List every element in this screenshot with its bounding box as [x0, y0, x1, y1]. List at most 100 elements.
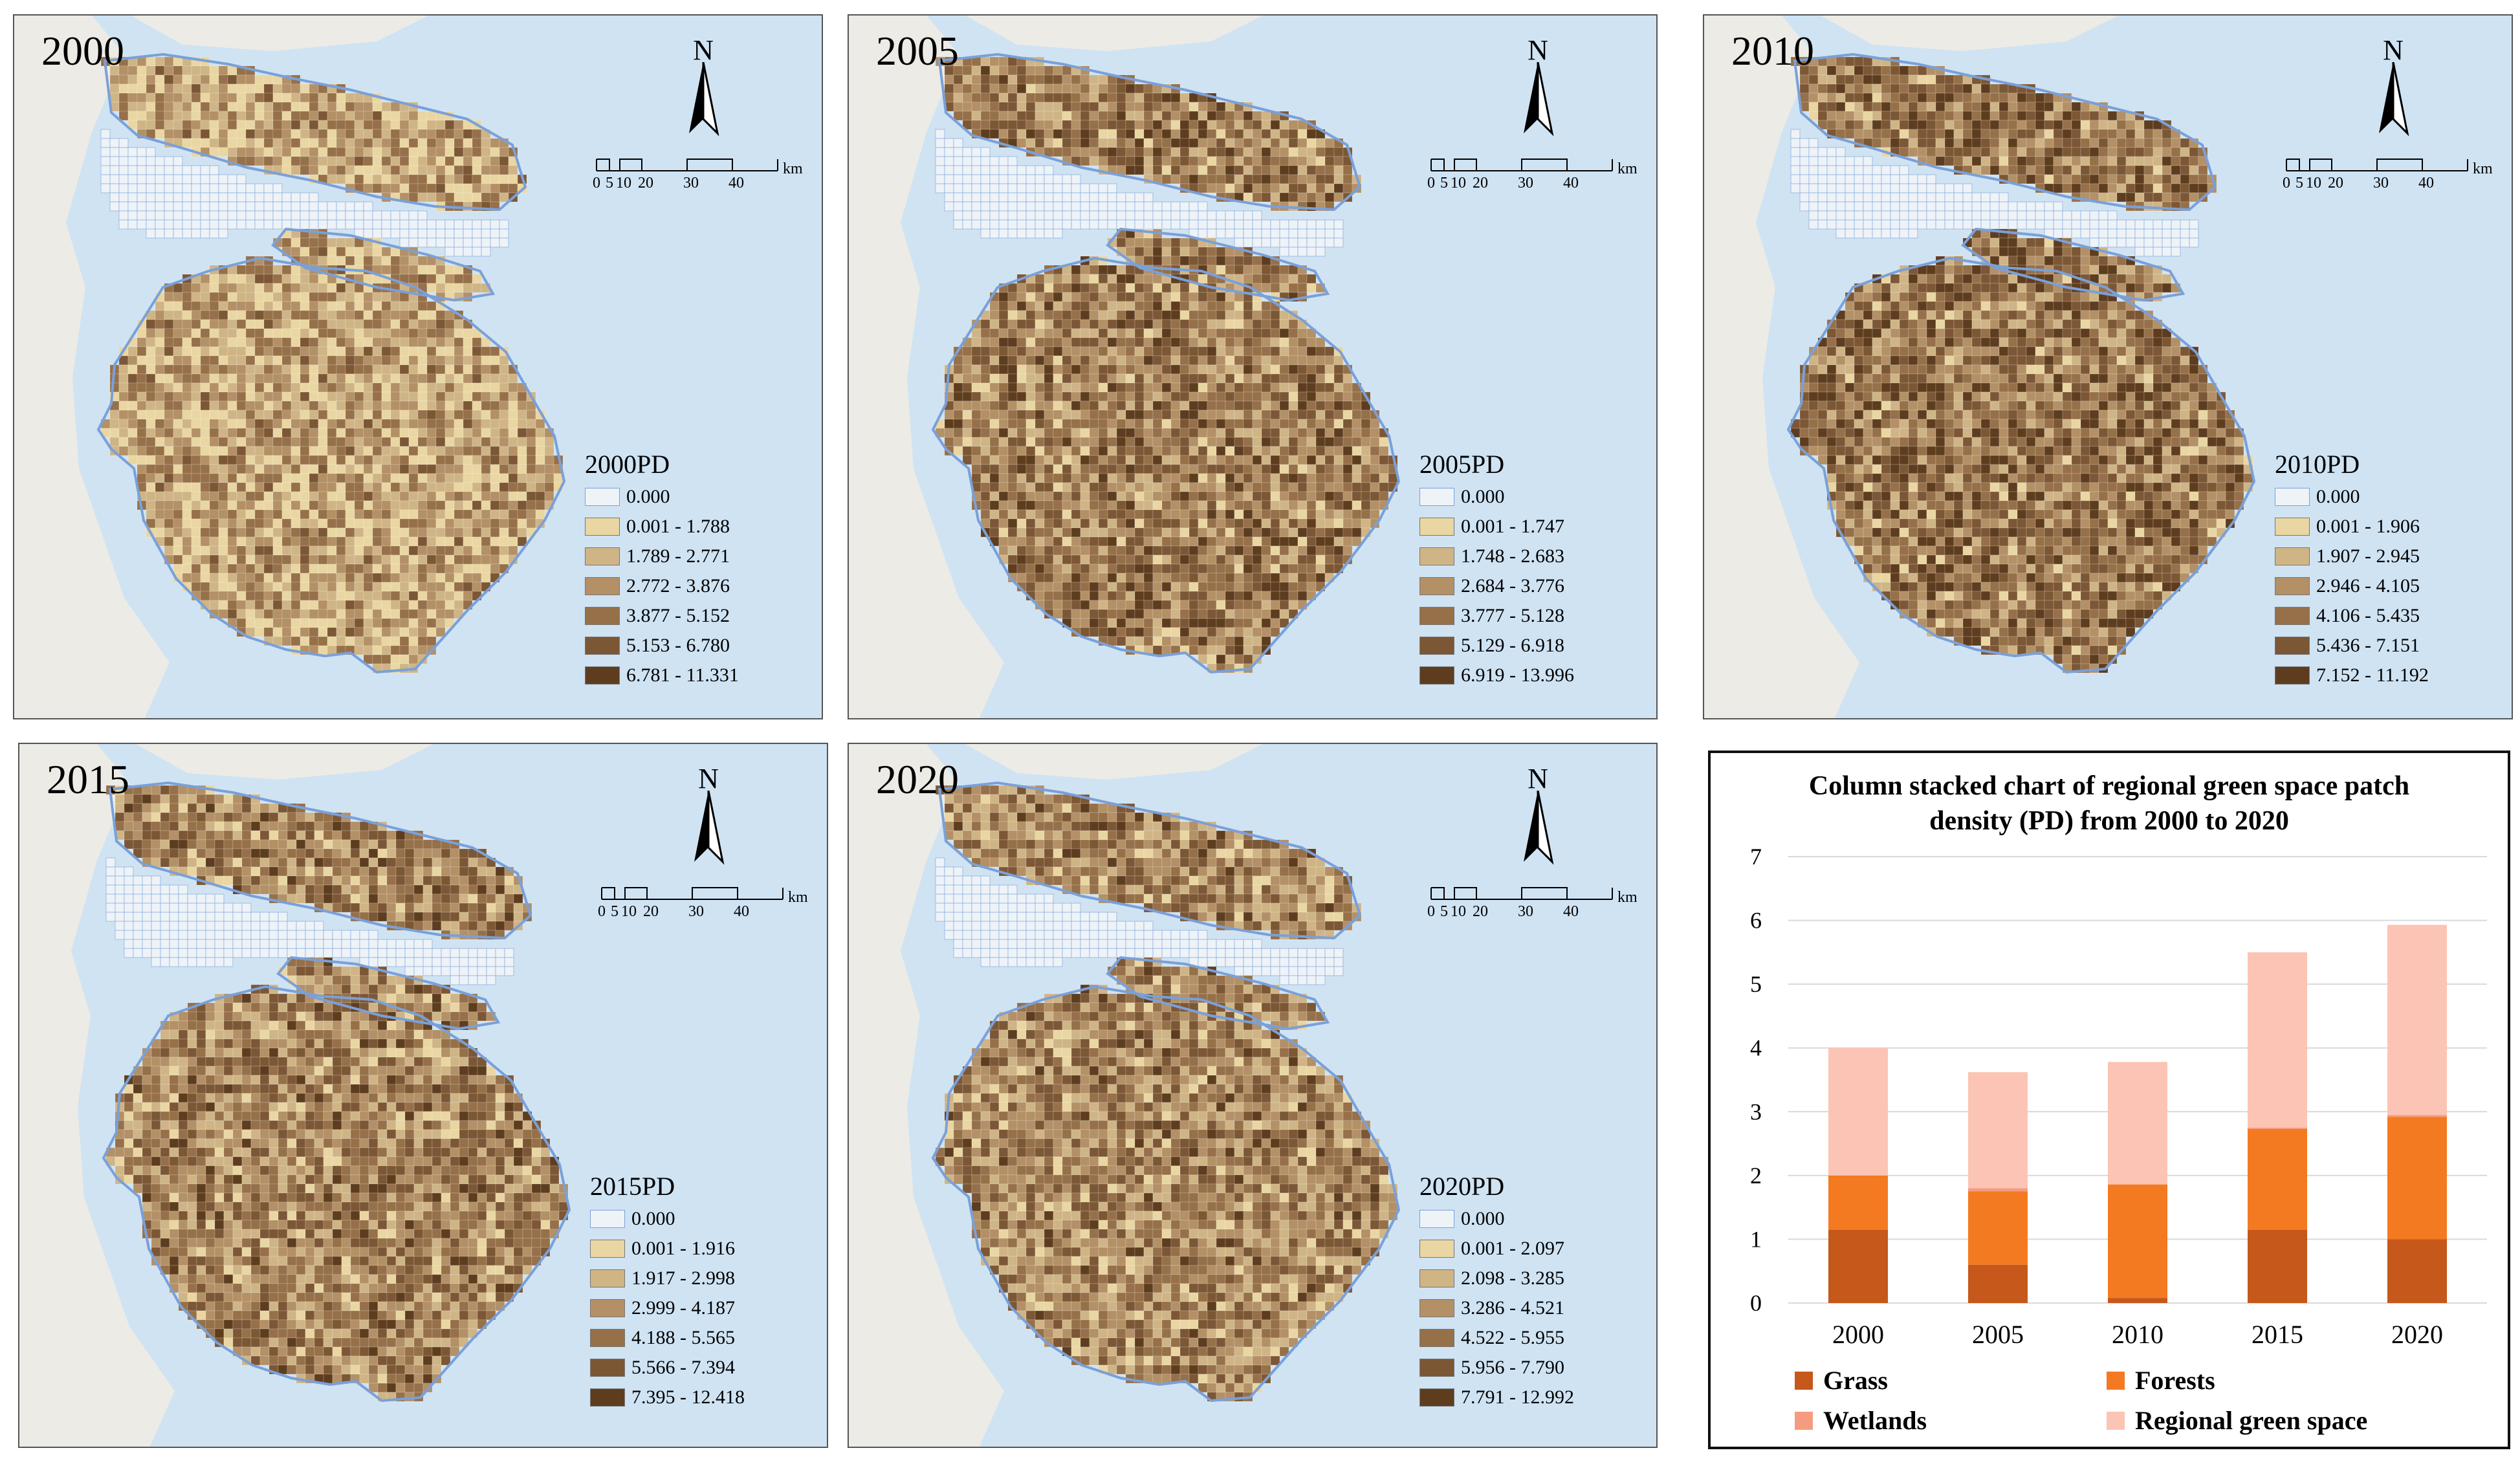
map-canvas-2005: [849, 16, 1656, 718]
legend-row: 5.956 - 7.790: [1419, 1353, 1574, 1383]
pd-legend: 2020PD 0.000 0.001 - 2.097 2.098 - 3.285 3.…: [1419, 1171, 1574, 1412]
scale-tick-label: 10: [1451, 175, 1466, 192]
legend-item-grass: Grass: [1795, 1365, 1888, 1396]
bar-segment-grass: [2387, 1239, 2447, 1303]
legend-swatch: [585, 607, 620, 625]
legend-swatch: [590, 1359, 625, 1377]
legend-rows: 0.000 0.001 - 1.747 1.748 - 2.683 2.684 - 3…: [1419, 482, 1574, 690]
legend-label: Forests: [2135, 1366, 2215, 1395]
legend-swatch: [585, 547, 620, 565]
legend-label: 0.000: [631, 1208, 675, 1229]
legend-row: 3.286 - 4.521: [1419, 1293, 1574, 1323]
y-tick-label: 0: [1750, 1290, 1762, 1316]
legend-row: 7.791 - 12.992: [1419, 1383, 1574, 1412]
legend-swatch: [2275, 607, 2310, 625]
bar-segment-forests: [1968, 1191, 2028, 1265]
legend-row: 7.152 - 11.192: [2275, 661, 2429, 690]
legend-label: 0.000: [2316, 486, 2360, 507]
legend-swatch: [590, 1269, 625, 1287]
legend-label: 7.791 - 12.992: [1461, 1386, 1574, 1408]
region-outline: [1961, 227, 2186, 302]
legend-row: 4.188 - 5.565: [590, 1323, 745, 1353]
scale-tick-label: 20: [1473, 903, 1488, 920]
scale-tick-label: 30: [688, 903, 704, 920]
legend-label: 1.789 - 2.771: [626, 545, 730, 567]
scale-tick-label: 30: [1518, 903, 1533, 920]
scale-unit-label: km: [2473, 160, 2493, 177]
region-outline: [931, 256, 1401, 674]
y-tick-label: 6: [1750, 908, 1762, 934]
legend-swatch: [1419, 547, 1454, 565]
bar-segment-regional-green-space: [1828, 1047, 1888, 1176]
scale-bar: 0 5 10 20 30 40 km: [590, 151, 822, 203]
legend-label: 1.748 - 2.683: [1461, 545, 1564, 567]
legend-row: 1.789 - 2.771: [585, 542, 739, 571]
scale-tick-label: 20: [1473, 175, 1488, 192]
bar-segment-grass: [1968, 1264, 2028, 1303]
legend-label: 2.772 - 3.876: [626, 575, 730, 597]
scale-tick-label: 40: [1563, 175, 1579, 192]
basemap-land: [1704, 16, 2118, 718]
legend-label: 3.877 - 5.152: [626, 605, 730, 626]
scale-unit-label: km: [1617, 889, 1638, 906]
map-panel-2005: 2005 N 0 5 10 20 30 40 km 2005PD 0.000 0.001 - …: [848, 14, 1658, 719]
north-arrow-icon: N: [1512, 34, 1564, 157]
map-canvas-2000: [14, 16, 822, 718]
bar-segment-forests: [1828, 1175, 1888, 1230]
region-outline: [937, 781, 1362, 940]
legend-title: 2015PD: [590, 1172, 675, 1201]
legend-swatch: [1419, 577, 1454, 595]
x-tick-label: 2000: [1832, 1320, 1884, 1349]
legend-row: 1.917 - 2.998: [590, 1264, 745, 1293]
x-tick-label: 2010: [2112, 1320, 2164, 1349]
legend-swatch: [585, 637, 620, 655]
bar-segment-forests: [2108, 1184, 2167, 1298]
basemap-land: [849, 744, 1263, 1447]
legend-swatch: [585, 488, 620, 506]
basemap-land: [849, 16, 1263, 718]
map-year-label: 2010: [1731, 28, 1814, 74]
x-tick-label: 2005: [1972, 1320, 2024, 1349]
legend-row: 0.001 - 1.788: [585, 512, 739, 542]
y-tick-label: 1: [1750, 1226, 1762, 1252]
stacked-chart-panel: Column stacked chart of regional green s…: [1708, 750, 2510, 1449]
scale-unit-label: km: [783, 160, 803, 177]
region-outline: [103, 52, 527, 212]
region-outline: [1786, 256, 2256, 674]
legend-swatch: [1419, 1388, 1454, 1407]
legend-label: 3.286 - 4.521: [1461, 1297, 1564, 1319]
y-tick-label: 4: [1750, 1035, 1762, 1061]
scale-tick-label: 20: [643, 903, 659, 920]
legend-row: 4.522 - 5.955: [1419, 1323, 1574, 1353]
legend-label: 2.946 - 4.105: [2316, 575, 2420, 597]
bar-segment-grass: [2248, 1229, 2307, 1303]
legend-label: 0.000: [1461, 486, 1505, 507]
legend-label: 5.153 - 6.780: [626, 635, 730, 656]
scale-tick-label: 10: [2306, 175, 2321, 192]
region-outline: [276, 956, 501, 1031]
legend-item-wetlands: Wetlands: [1795, 1405, 1927, 1436]
bar-segment-grass: [1828, 1229, 1888, 1303]
legend-label: 0.001 - 1.747: [1461, 516, 1564, 537]
region-outline: [271, 227, 496, 302]
legend-swatch: [1419, 1299, 1454, 1317]
legend-label: 0.001 - 1.916: [631, 1238, 735, 1259]
map-canvas-2010: [1704, 16, 2512, 718]
pd-legend: 2000PD 0.000 0.001 - 1.788 1.789 - 2.771 2.…: [585, 449, 739, 690]
region-outline: [1106, 227, 1330, 302]
bar-segment-regional-green-space: [2108, 1062, 2167, 1185]
scale-tick-label: 40: [1563, 903, 1579, 920]
legend-label: 0.001 - 1.906: [2316, 516, 2420, 537]
scale-bar: 0 5 10 20 30 40 km: [595, 880, 827, 932]
pd-grid: [1790, 56, 2253, 674]
legend-row: 3.877 - 5.152: [585, 601, 739, 631]
map-panel-2010: 2010 N 0 5 10 20 30 40 km 2010PD 0.000 0.001 - …: [1703, 14, 2513, 719]
map-year-label: 2005: [876, 28, 959, 74]
legend-label: 2.684 - 3.776: [1461, 575, 1564, 597]
legend-label: 0.001 - 1.788: [626, 516, 730, 537]
region-outline: [96, 256, 566, 674]
legend-row: 6.781 - 11.331: [585, 661, 739, 690]
legend-row: 0.000: [1419, 482, 1574, 512]
scale-tick-label: 20: [638, 175, 653, 192]
legend-label: 3.777 - 5.128: [1461, 605, 1564, 626]
